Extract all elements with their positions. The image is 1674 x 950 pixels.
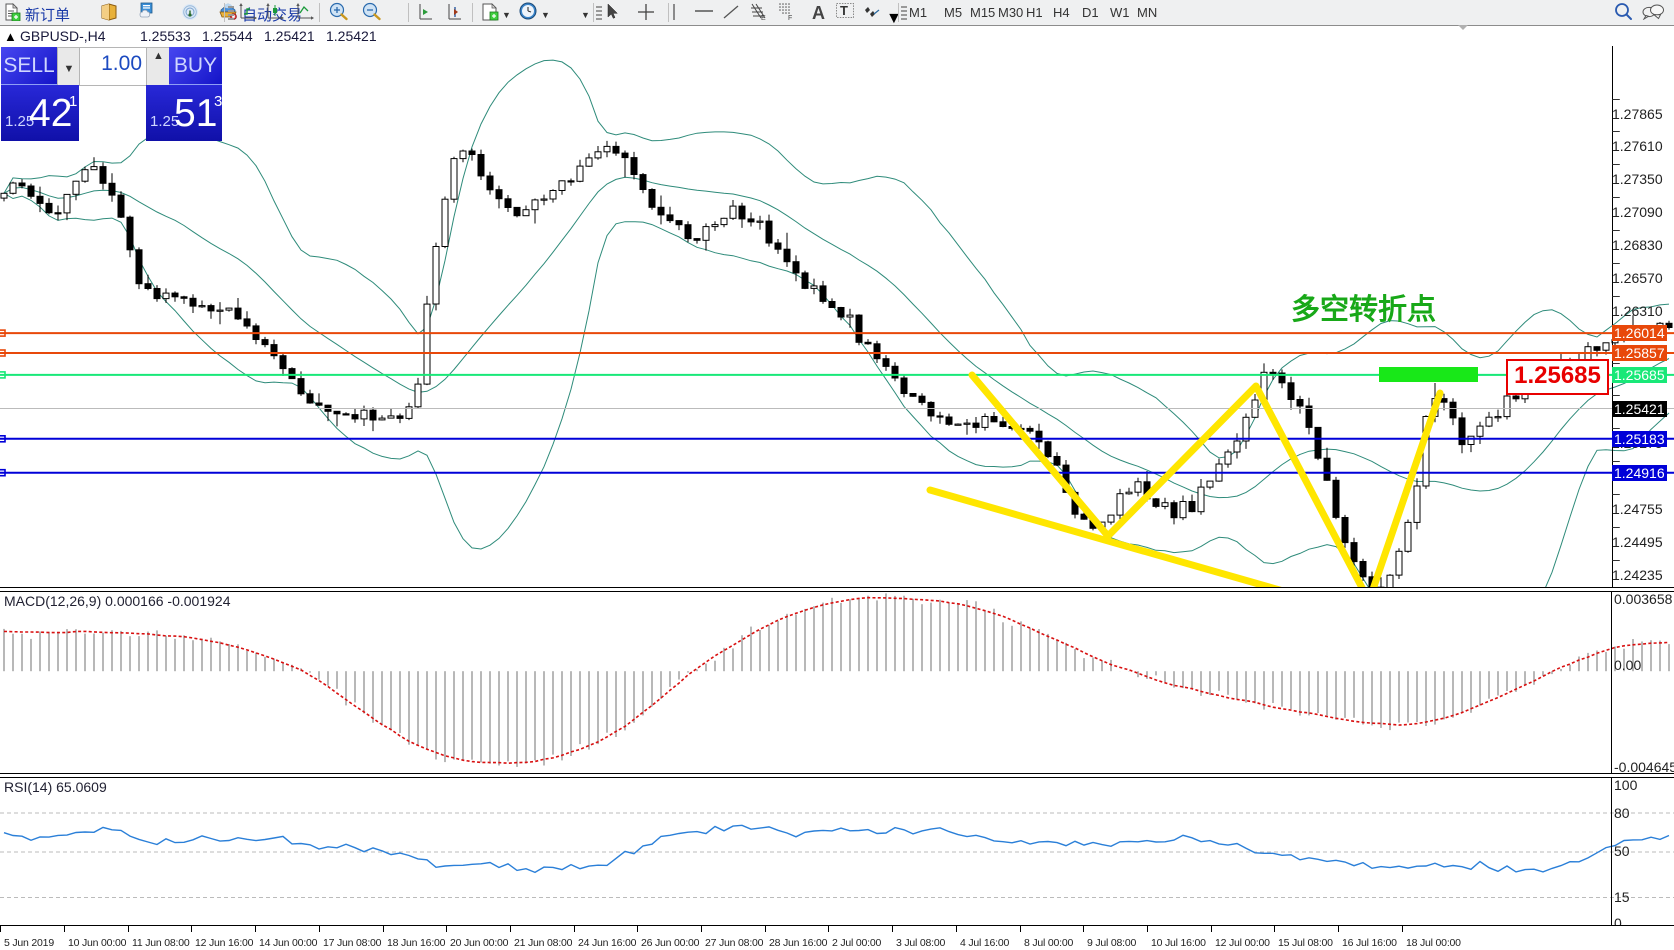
svg-text:E: E (761, 15, 766, 21)
svg-text:T: T (840, 3, 848, 18)
svg-text:多空转折点: 多空转折点 (1291, 292, 1436, 326)
svg-text:F: F (788, 15, 792, 21)
